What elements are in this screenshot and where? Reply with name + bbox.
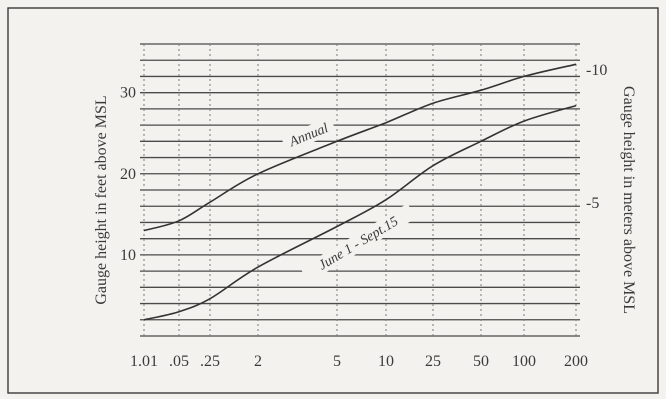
grid <box>140 43 580 337</box>
x-tick-label: 100 <box>512 353 536 370</box>
y2-axis-title: Gauge height in meters above MSL <box>620 86 637 314</box>
outer-border <box>7 7 659 394</box>
x-tick-label: .25 <box>200 353 220 370</box>
y-tick-label: 30 <box>120 85 136 102</box>
x-tick-label: 2 <box>254 353 262 370</box>
curves <box>143 63 577 321</box>
x-tick-label: 1.01 <box>130 353 158 370</box>
y-tick-label: 10 <box>120 247 136 264</box>
y-axis-title: Gauge height in feet above MSL <box>93 95 110 304</box>
x-tick-label: 200 <box>564 353 588 370</box>
x-tick-label: 25 <box>425 353 441 370</box>
annual-label-bg <box>280 116 337 153</box>
y2-tick-label: -5 <box>586 195 599 212</box>
june-sept-curve <box>143 104 577 321</box>
x-tick-label: 50 <box>473 353 489 370</box>
june-sept-label-bg <box>300 203 417 283</box>
annual-curve <box>143 63 577 232</box>
y2-tick-label: -10 <box>586 62 607 79</box>
x-tick-label: .05 <box>169 353 189 370</box>
x-tick-label: 10 <box>378 353 394 370</box>
june-sept-label: June 1 - Sept.15 <box>316 214 401 273</box>
y-tick-label: 20 <box>120 166 136 183</box>
annual-label-group: Annual <box>280 116 337 153</box>
x-tick-label: 5 <box>333 353 341 370</box>
